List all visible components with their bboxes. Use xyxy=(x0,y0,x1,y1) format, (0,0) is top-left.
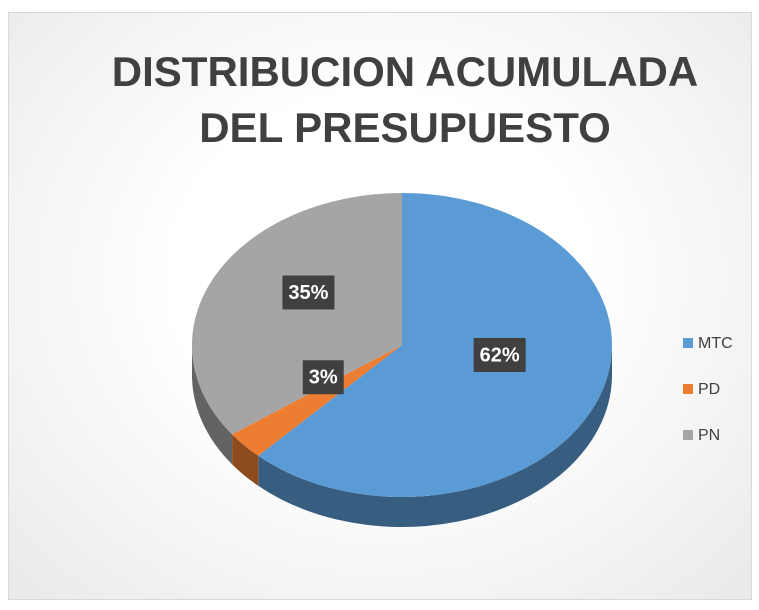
data-label: 3% xyxy=(302,360,344,395)
data-label-text: 35% xyxy=(288,282,328,304)
data-label-box xyxy=(282,275,335,310)
legend-label: PN xyxy=(698,427,720,444)
slice-side xyxy=(192,345,233,465)
data-label-box xyxy=(302,360,344,395)
chart-title: DISTRIBUCION ACUMULADA DEL PRESUPUESTO xyxy=(111,48,699,151)
legend-label: PD xyxy=(698,381,720,398)
legend-label: MTC xyxy=(698,335,733,352)
data-label: 35% xyxy=(282,275,335,310)
data-label-text: 62% xyxy=(480,344,520,366)
slice xyxy=(192,193,402,435)
slice xyxy=(258,193,613,497)
data-label-text: 3% xyxy=(309,367,338,389)
data-label-box xyxy=(473,337,526,372)
slice xyxy=(232,345,402,456)
legend-swatch xyxy=(683,384,693,394)
slice-side xyxy=(232,434,259,486)
legend-swatch xyxy=(683,338,693,348)
data-label: 62% xyxy=(473,337,526,372)
slice-side xyxy=(258,345,612,527)
legend-swatch xyxy=(683,430,693,440)
